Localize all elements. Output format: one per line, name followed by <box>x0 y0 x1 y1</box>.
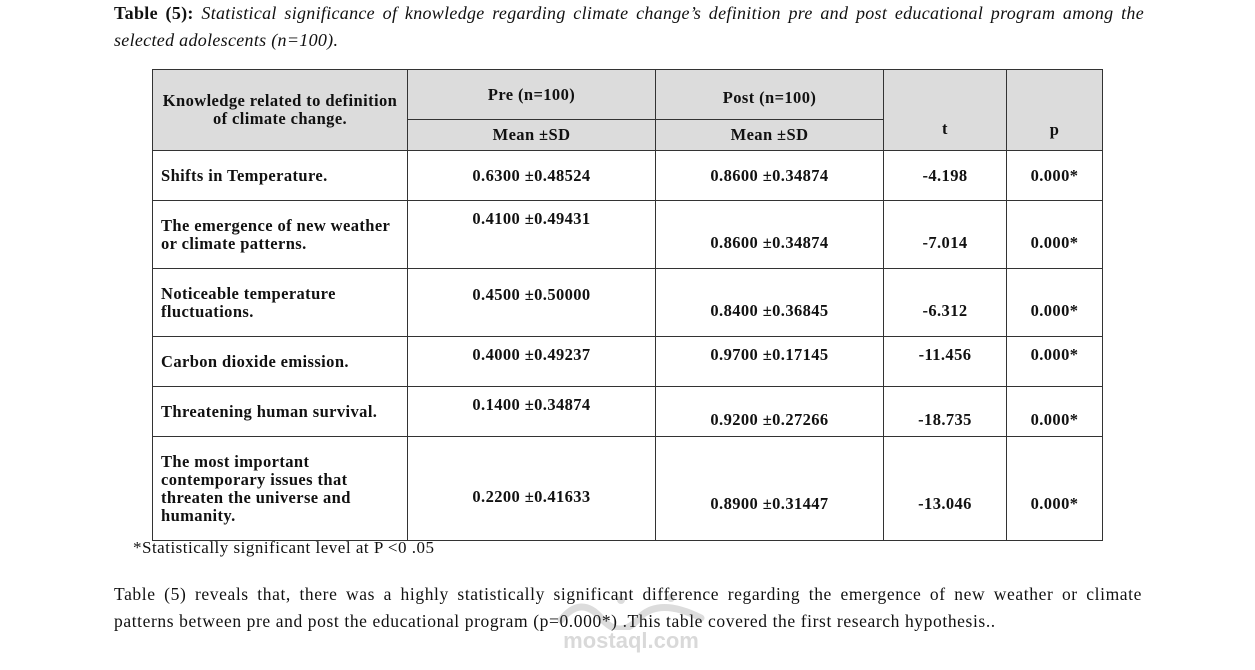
table-row: Threatening human survival. 0.1400 ±0.34… <box>152 386 1103 437</box>
header-row-2: Mean ±SD Mean ±SD <box>153 119 1103 151</box>
row-p: 0.000* <box>1006 436 1103 541</box>
header-item: Knowledge related to definition of clima… <box>152 69 408 151</box>
row-t: -6.312 <box>883 268 1007 337</box>
row-post: 0.8900 ±0.31447 <box>655 436 884 541</box>
row-item: Shifts in Temperature. <box>152 150 408 201</box>
row-t: -11.456 <box>883 336 1007 387</box>
row-t: -4.198 <box>883 150 1007 201</box>
caption-label: Table (5): <box>114 3 194 23</box>
row-item: Carbon dioxide emission. <box>152 336 408 387</box>
row-t: -7.014 <box>883 200 1007 269</box>
row-item: The emergence of new weather or climate … <box>152 200 408 269</box>
row-pre: 0.6300 ±0.48524 <box>407 150 656 201</box>
row-p: 0.000* <box>1006 336 1103 387</box>
row-pre: 0.4500 ±0.50000 <box>407 268 656 337</box>
table-row: The emergence of new weather or climate … <box>152 200 1103 269</box>
caption-text: Statistical significance of knowledge re… <box>114 3 1144 50</box>
row-item: Noticeable temperature fluctuations. <box>152 268 408 337</box>
body-paragraph: Table (5) reveals that, there was a high… <box>114 584 1142 631</box>
row-p: 0.000* <box>1006 386 1103 437</box>
row-pre: 0.4000 ±0.49237 <box>407 336 656 387</box>
row-t: -13.046 <box>883 436 1007 541</box>
table-row: The most important contemporary issues t… <box>152 436 1103 541</box>
row-post: 0.9200 ±0.27266 <box>655 386 884 437</box>
row-pre: 0.2200 ±0.41633 <box>407 436 656 541</box>
header-p: p <box>1006 69 1103 151</box>
row-p: 0.000* <box>1006 200 1103 269</box>
header-pre-group: Pre (n=100) <box>407 69 656 120</box>
header-row-1: Knowledge related to definition of clima… <box>152 69 1103 151</box>
table-row: Noticeable temperature fluctuations. 0.4… <box>152 268 1103 337</box>
row-item: Threatening human survival. <box>152 386 408 437</box>
row-t: -18.735 <box>883 386 1007 437</box>
table-row: Carbon dioxide emission. 0.4000 ±0.49237… <box>152 336 1103 387</box>
header-post-group: Post (n=100) <box>655 69 884 120</box>
row-post: 0.8600 ±0.34874 <box>655 150 884 201</box>
table-footnote: *Statistically significant level at P <0… <box>133 538 435 557</box>
row-p: 0.000* <box>1006 150 1103 201</box>
row-p: 0.000* <box>1006 268 1103 337</box>
row-pre: 0.4100 ±0.49431 <box>407 200 656 269</box>
table-row: Shifts in Temperature. 0.6300 ±0.48524 0… <box>152 150 1103 201</box>
row-post: 0.8400 ±0.36845 <box>655 268 884 337</box>
row-item: The most important contemporary issues t… <box>152 436 408 541</box>
header-post-sub: Mean ±SD <box>655 119 884 151</box>
statistics-table: Knowledge related to definition of clima… <box>152 69 1103 541</box>
header-pre-sub: Mean ±SD <box>407 119 656 151</box>
row-pre: 0.1400 ±0.34874 <box>407 386 656 437</box>
row-post: 0.9700 ±0.17145 <box>655 336 884 387</box>
table-caption: Table (5): Statistical significance of k… <box>114 0 1144 54</box>
header-t: t <box>883 69 1007 151</box>
row-post: 0.8600 ±0.34874 <box>655 200 884 269</box>
